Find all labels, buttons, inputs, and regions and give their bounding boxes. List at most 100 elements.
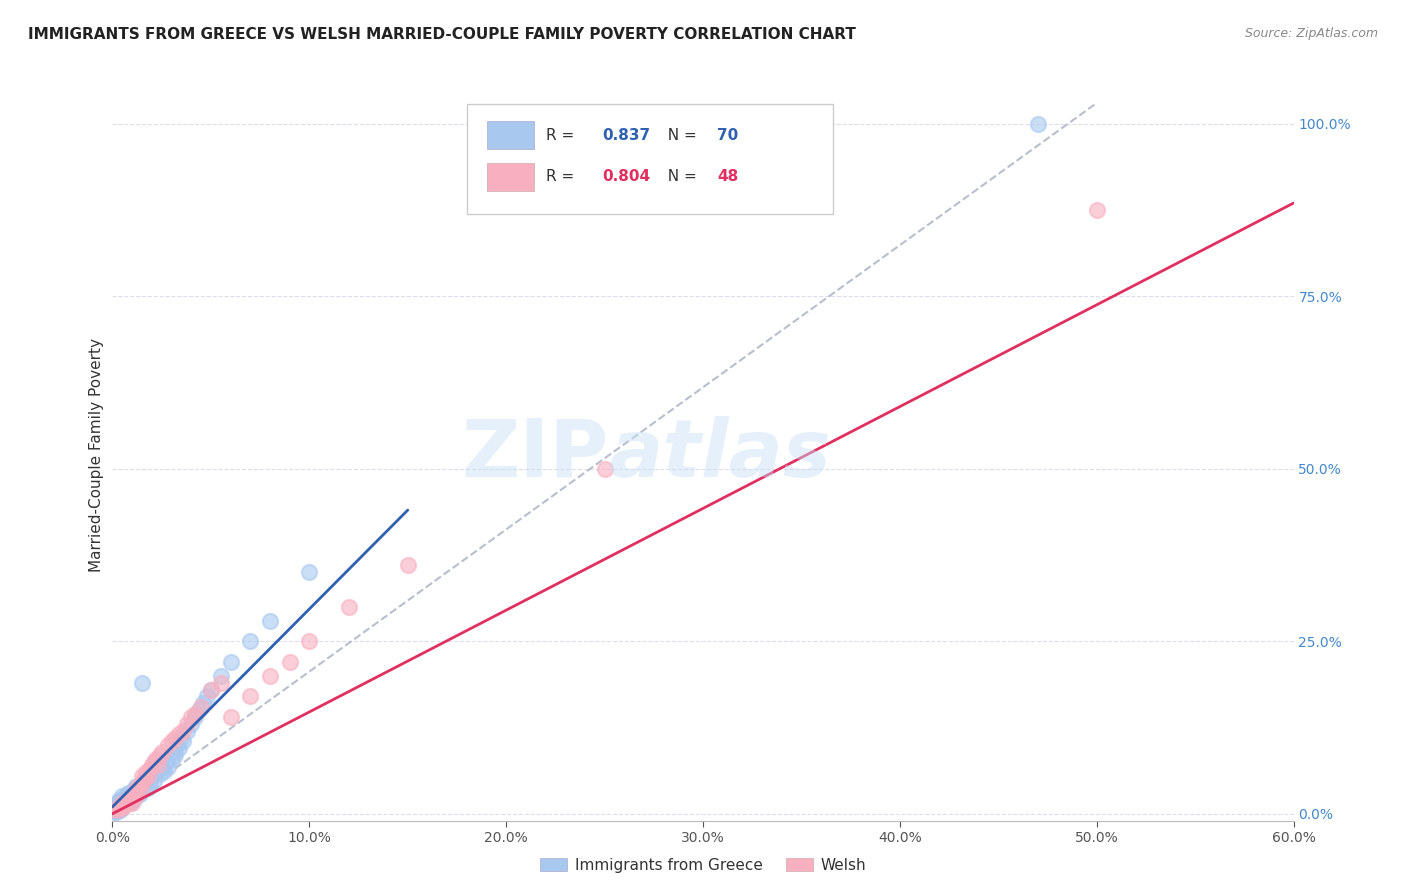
Point	[149, 748, 172, 763]
Point	[115, 794, 138, 808]
Point	[112, 798, 135, 813]
Point	[105, 798, 128, 813]
Point	[103, 803, 125, 817]
Point	[180, 710, 202, 724]
FancyBboxPatch shape	[467, 103, 832, 213]
Point	[125, 779, 148, 793]
Point	[160, 734, 183, 748]
Point	[111, 801, 134, 815]
Point	[103, 803, 125, 817]
Point	[593, 461, 616, 475]
Y-axis label: Married-Couple Family Poverty: Married-Couple Family Poverty	[89, 338, 104, 572]
Point	[145, 765, 167, 780]
Point	[105, 800, 128, 814]
Text: 0.804: 0.804	[603, 169, 651, 185]
Point	[150, 758, 173, 772]
Point	[103, 801, 125, 815]
Point	[156, 738, 179, 752]
Point	[160, 751, 183, 765]
Point	[170, 731, 193, 745]
Point	[191, 696, 214, 710]
Point	[107, 794, 129, 808]
Point	[125, 789, 148, 804]
Point	[110, 793, 132, 807]
FancyBboxPatch shape	[486, 121, 534, 149]
Text: Source: ZipAtlas.com: Source: ZipAtlas.com	[1244, 27, 1378, 40]
FancyBboxPatch shape	[486, 163, 534, 191]
Point	[239, 634, 262, 648]
Point	[127, 782, 149, 797]
Point	[122, 782, 145, 797]
Point	[219, 655, 242, 669]
Point	[111, 797, 134, 811]
Point	[112, 793, 135, 807]
Point	[110, 800, 132, 814]
Text: N =: N =	[658, 169, 702, 185]
Point	[176, 723, 198, 738]
Point	[219, 710, 242, 724]
Point	[107, 801, 129, 815]
Point	[131, 769, 153, 783]
Point	[103, 805, 125, 819]
Point	[145, 751, 167, 765]
Point	[200, 682, 222, 697]
Point	[136, 769, 159, 783]
Point	[149, 766, 172, 780]
Point	[127, 779, 149, 793]
Point	[162, 745, 184, 759]
Point	[184, 710, 207, 724]
Point	[111, 789, 134, 804]
Point	[136, 780, 159, 795]
Point	[146, 762, 169, 776]
Text: atlas: atlas	[609, 416, 831, 494]
Point	[209, 669, 232, 683]
Point	[142, 755, 165, 769]
Point	[111, 797, 134, 811]
Point	[129, 779, 152, 793]
Text: N =: N =	[658, 128, 702, 143]
Text: IMMIGRANTS FROM GREECE VS WELSH MARRIED-COUPLE FAMILY POVERTY CORRELATION CHART: IMMIGRANTS FROM GREECE VS WELSH MARRIED-…	[28, 27, 856, 42]
Point	[337, 599, 360, 614]
Point	[105, 801, 128, 815]
Point	[259, 669, 281, 683]
Point	[107, 797, 129, 811]
Point	[165, 731, 187, 745]
Point	[135, 772, 157, 787]
Point	[150, 745, 173, 759]
Point	[172, 723, 194, 738]
Text: R =: R =	[546, 169, 579, 185]
Text: 48: 48	[717, 169, 738, 185]
Point	[139, 762, 162, 776]
Point	[172, 734, 194, 748]
Point	[120, 797, 142, 811]
Point	[166, 738, 188, 752]
Point	[139, 778, 162, 792]
Point	[122, 791, 145, 805]
Point	[169, 727, 191, 741]
Point	[129, 782, 152, 797]
Point	[195, 690, 218, 704]
Point	[298, 634, 321, 648]
Point	[117, 786, 139, 800]
Point	[105, 803, 128, 817]
Point	[155, 755, 177, 769]
Point	[121, 789, 143, 804]
Point	[120, 789, 142, 804]
Point	[120, 793, 142, 807]
Point	[132, 775, 155, 789]
Point	[396, 558, 419, 573]
Text: ZIP: ZIP	[461, 416, 609, 494]
Point	[141, 758, 163, 772]
Point	[135, 765, 157, 780]
Point	[1085, 202, 1108, 217]
Point	[188, 703, 211, 717]
Point	[190, 699, 212, 714]
Point	[105, 803, 128, 817]
Point	[111, 801, 134, 815]
Point	[107, 803, 129, 817]
Point	[112, 798, 135, 813]
Point	[152, 764, 174, 778]
Point	[1026, 117, 1049, 131]
Point	[115, 797, 138, 811]
Point	[125, 789, 148, 804]
